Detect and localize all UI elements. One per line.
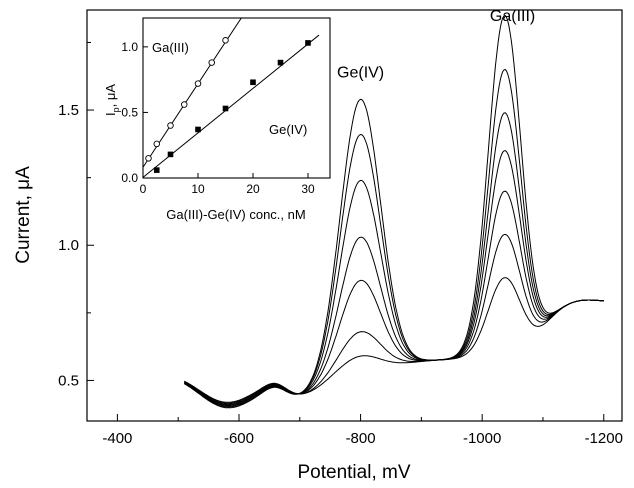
inset-point-ga-iii bbox=[222, 37, 229, 44]
main-x-tick-label: -600 bbox=[224, 430, 254, 447]
inset-y-label-main: I bbox=[103, 112, 118, 116]
inset-y-tick-label: 0.0 bbox=[121, 171, 138, 185]
inset-x-tick-label: 0 bbox=[140, 182, 147, 196]
main-x-tick-label: -800 bbox=[346, 430, 376, 447]
inset-series-label-ge-iv: Ge(IV) bbox=[269, 122, 307, 137]
inset-x-ticks: 0 10 20 30 bbox=[140, 173, 315, 196]
main-y-tick-label: 0.5 bbox=[58, 372, 79, 389]
annotation-ga-iii: Ga(III) bbox=[490, 8, 535, 25]
inset-point-ge-iv bbox=[195, 126, 201, 133]
main-plot-frame bbox=[86, 9, 623, 422]
inset-point-ge-iv bbox=[250, 79, 256, 86]
inset-x-tick-label: 30 bbox=[301, 182, 315, 196]
inset-point-ge-iv bbox=[277, 59, 284, 66]
inset-y-axis-label: Ip, μA bbox=[103, 84, 121, 116]
voltammogram-curve bbox=[184, 69, 604, 408]
inset-point-ga-iii bbox=[153, 140, 160, 148]
inset-point-ga-iii bbox=[167, 122, 174, 129]
main-y-ticks: 0.5 1.0 1.5 bbox=[58, 41, 94, 389]
inset-point-ga-iii bbox=[194, 80, 202, 87]
inset-point-ge-iv bbox=[153, 167, 160, 173]
inset-x-tick-label: 10 bbox=[191, 182, 205, 196]
inset-y-tick-label: 1.0 bbox=[121, 40, 138, 54]
main-x-tick-label: -1000 bbox=[463, 430, 501, 447]
inset-series bbox=[143, 18, 320, 178]
voltammogram-curve bbox=[184, 190, 604, 405]
main-x-axis-label: Potential, mV bbox=[298, 462, 411, 483]
main-curves bbox=[184, 14, 604, 409]
inset-point-ge-iv bbox=[305, 40, 311, 46]
voltammogram-curve bbox=[184, 14, 604, 409]
inset-x-axis-label: Ga(III)-Ge(IV) conc., nM bbox=[166, 207, 305, 222]
inset-y-ticks: 0.0 0.5 1.0 bbox=[121, 40, 148, 185]
main-y-axis-label: Current, μA bbox=[13, 166, 34, 264]
inset-point-ga-iii bbox=[208, 59, 215, 66]
inset-series-label-ga-iii: Ga(III) bbox=[152, 40, 189, 55]
voltammogram-curve bbox=[184, 150, 604, 406]
main-y-tick-label: 1.5 bbox=[58, 102, 79, 119]
annotation-ge-iv: Ge(IV) bbox=[337, 65, 384, 82]
inset-x-tick-label: 20 bbox=[246, 182, 260, 196]
voltammogram-curve bbox=[184, 233, 604, 404]
main-x-tick-label: -400 bbox=[102, 430, 132, 447]
main-x-tick-label: -1200 bbox=[585, 430, 623, 447]
inset-y-label-sub: p bbox=[111, 107, 121, 112]
inset-point-ge-iv bbox=[167, 151, 174, 158]
voltammogram-curve bbox=[184, 277, 604, 403]
inset-point-ga-iii bbox=[145, 155, 152, 162]
voltammogram-curve bbox=[184, 112, 604, 407]
inset-y-label-suffix: , μA bbox=[103, 84, 118, 108]
main-y-tick-label: 1.0 bbox=[58, 237, 79, 254]
inset-point-ga-iii bbox=[180, 101, 188, 108]
inset-plot-frame bbox=[142, 17, 331, 179]
inset-point-ge-iv bbox=[222, 105, 229, 112]
main-x-ticks: -400 -600 -800 -1000 -1200 bbox=[102, 414, 623, 447]
inset-y-tick-label: 0.5 bbox=[121, 105, 138, 119]
